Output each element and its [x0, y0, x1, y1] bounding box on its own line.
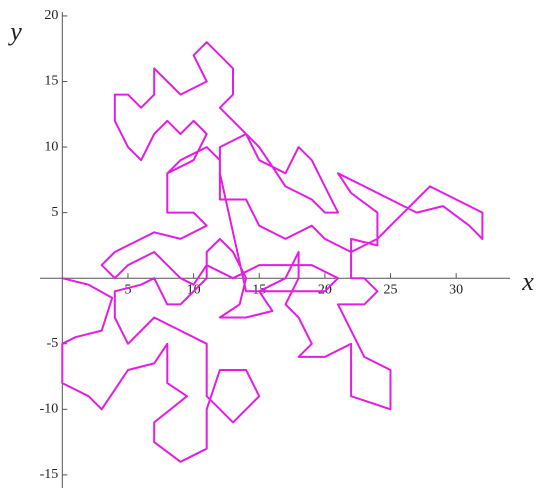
x-tick-label: 30 — [449, 282, 463, 297]
y-axis-label: y — [7, 17, 22, 46]
y-tick-label: 10 — [44, 139, 58, 154]
y-tick-label: -15 — [40, 467, 59, 482]
x-tick-label: 5 — [124, 282, 131, 297]
y-tick-label: 20 — [44, 8, 58, 23]
y-tick-label: -5 — [47, 336, 59, 351]
x-axis-label: x — [521, 267, 534, 296]
x-tick-label: 25 — [384, 282, 398, 297]
y-tick-label: 5 — [51, 205, 58, 220]
x-tick-label: 15 — [252, 282, 266, 297]
y-tick-label: -10 — [40, 402, 59, 417]
curve-line — [61, 41, 484, 463]
y-tick-label: 15 — [44, 74, 58, 89]
